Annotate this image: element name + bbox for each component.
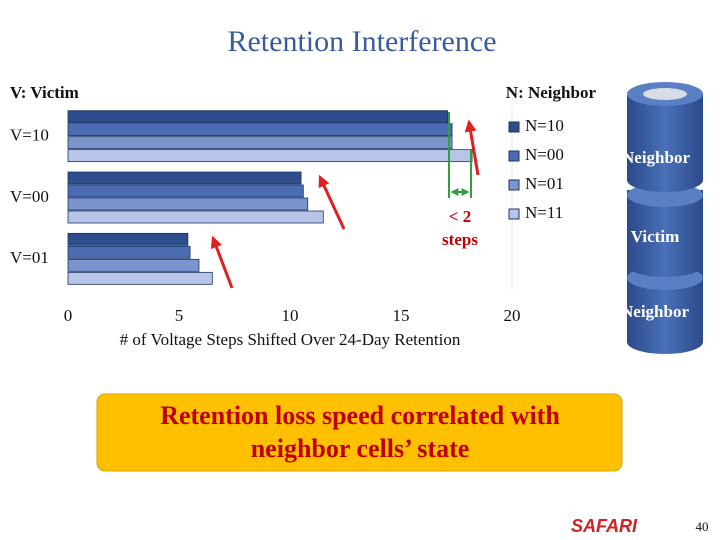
bar (67, 110, 449, 124)
victim-label: V: Victim (10, 83, 79, 102)
legend-label: N=10 (525, 116, 564, 135)
page-number: 40 (696, 519, 709, 534)
bar (67, 123, 453, 137)
bar (67, 184, 304, 198)
x-tick-label: 20 (504, 306, 521, 325)
x-axis-label: # of Voltage Steps Shifted Over 24-Day R… (120, 330, 461, 349)
annotation: steps (442, 230, 478, 249)
cell-label: Victim (631, 227, 679, 246)
callout-box (96, 393, 623, 472)
arrow (210, 235, 234, 289)
bar (67, 197, 309, 211)
bar (67, 210, 324, 224)
legend-swatch (508, 179, 520, 191)
legend-label: N=11 (525, 203, 563, 222)
x-tick-label: 10 (282, 306, 299, 325)
cell-label: Neighbor (621, 302, 689, 321)
legend-swatch (508, 208, 520, 220)
y-tick-label: V=00 (10, 187, 49, 206)
callout-text: Retention loss speed correlated with (160, 401, 560, 430)
bar (67, 258, 200, 272)
legend-swatch (508, 150, 520, 162)
cell-stack: Neighbor Victim Neighbor (621, 82, 703, 354)
legend-label: N=01 (525, 174, 564, 193)
bar (67, 171, 302, 185)
bar (67, 245, 191, 259)
neighbor-label: N: Neighbor (506, 83, 597, 102)
bar (67, 136, 453, 150)
legend-label: N=00 (525, 145, 564, 164)
brand: SAFARI (571, 516, 638, 536)
annotation: < 2 (449, 207, 471, 226)
x-tick-label: 15 (393, 306, 410, 325)
bar (67, 232, 189, 246)
x-tick-label: 5 (175, 306, 184, 325)
callout-text: neighbor cells’ state (251, 434, 470, 463)
legend-swatch (508, 121, 520, 133)
cylinder (627, 190, 703, 277)
bar-chart: 0 5 10 15 20 V=10 V=00 V=01 N=10 N=00 N=01 N=11 (10, 106, 564, 325)
cylinder (627, 95, 703, 192)
slide-title: Retention Interference (227, 25, 496, 58)
y-tick-label: V=10 (10, 126, 49, 145)
arrow (318, 174, 346, 230)
cell-label: Neighbor (622, 148, 690, 167)
x-tick-label: 0 (64, 306, 73, 325)
cylinder-hole (643, 88, 687, 100)
bar (67, 149, 473, 163)
arrows (210, 112, 480, 289)
y-tick-label: V=01 (10, 248, 49, 267)
arrow (464, 119, 480, 176)
bar (67, 271, 213, 285)
